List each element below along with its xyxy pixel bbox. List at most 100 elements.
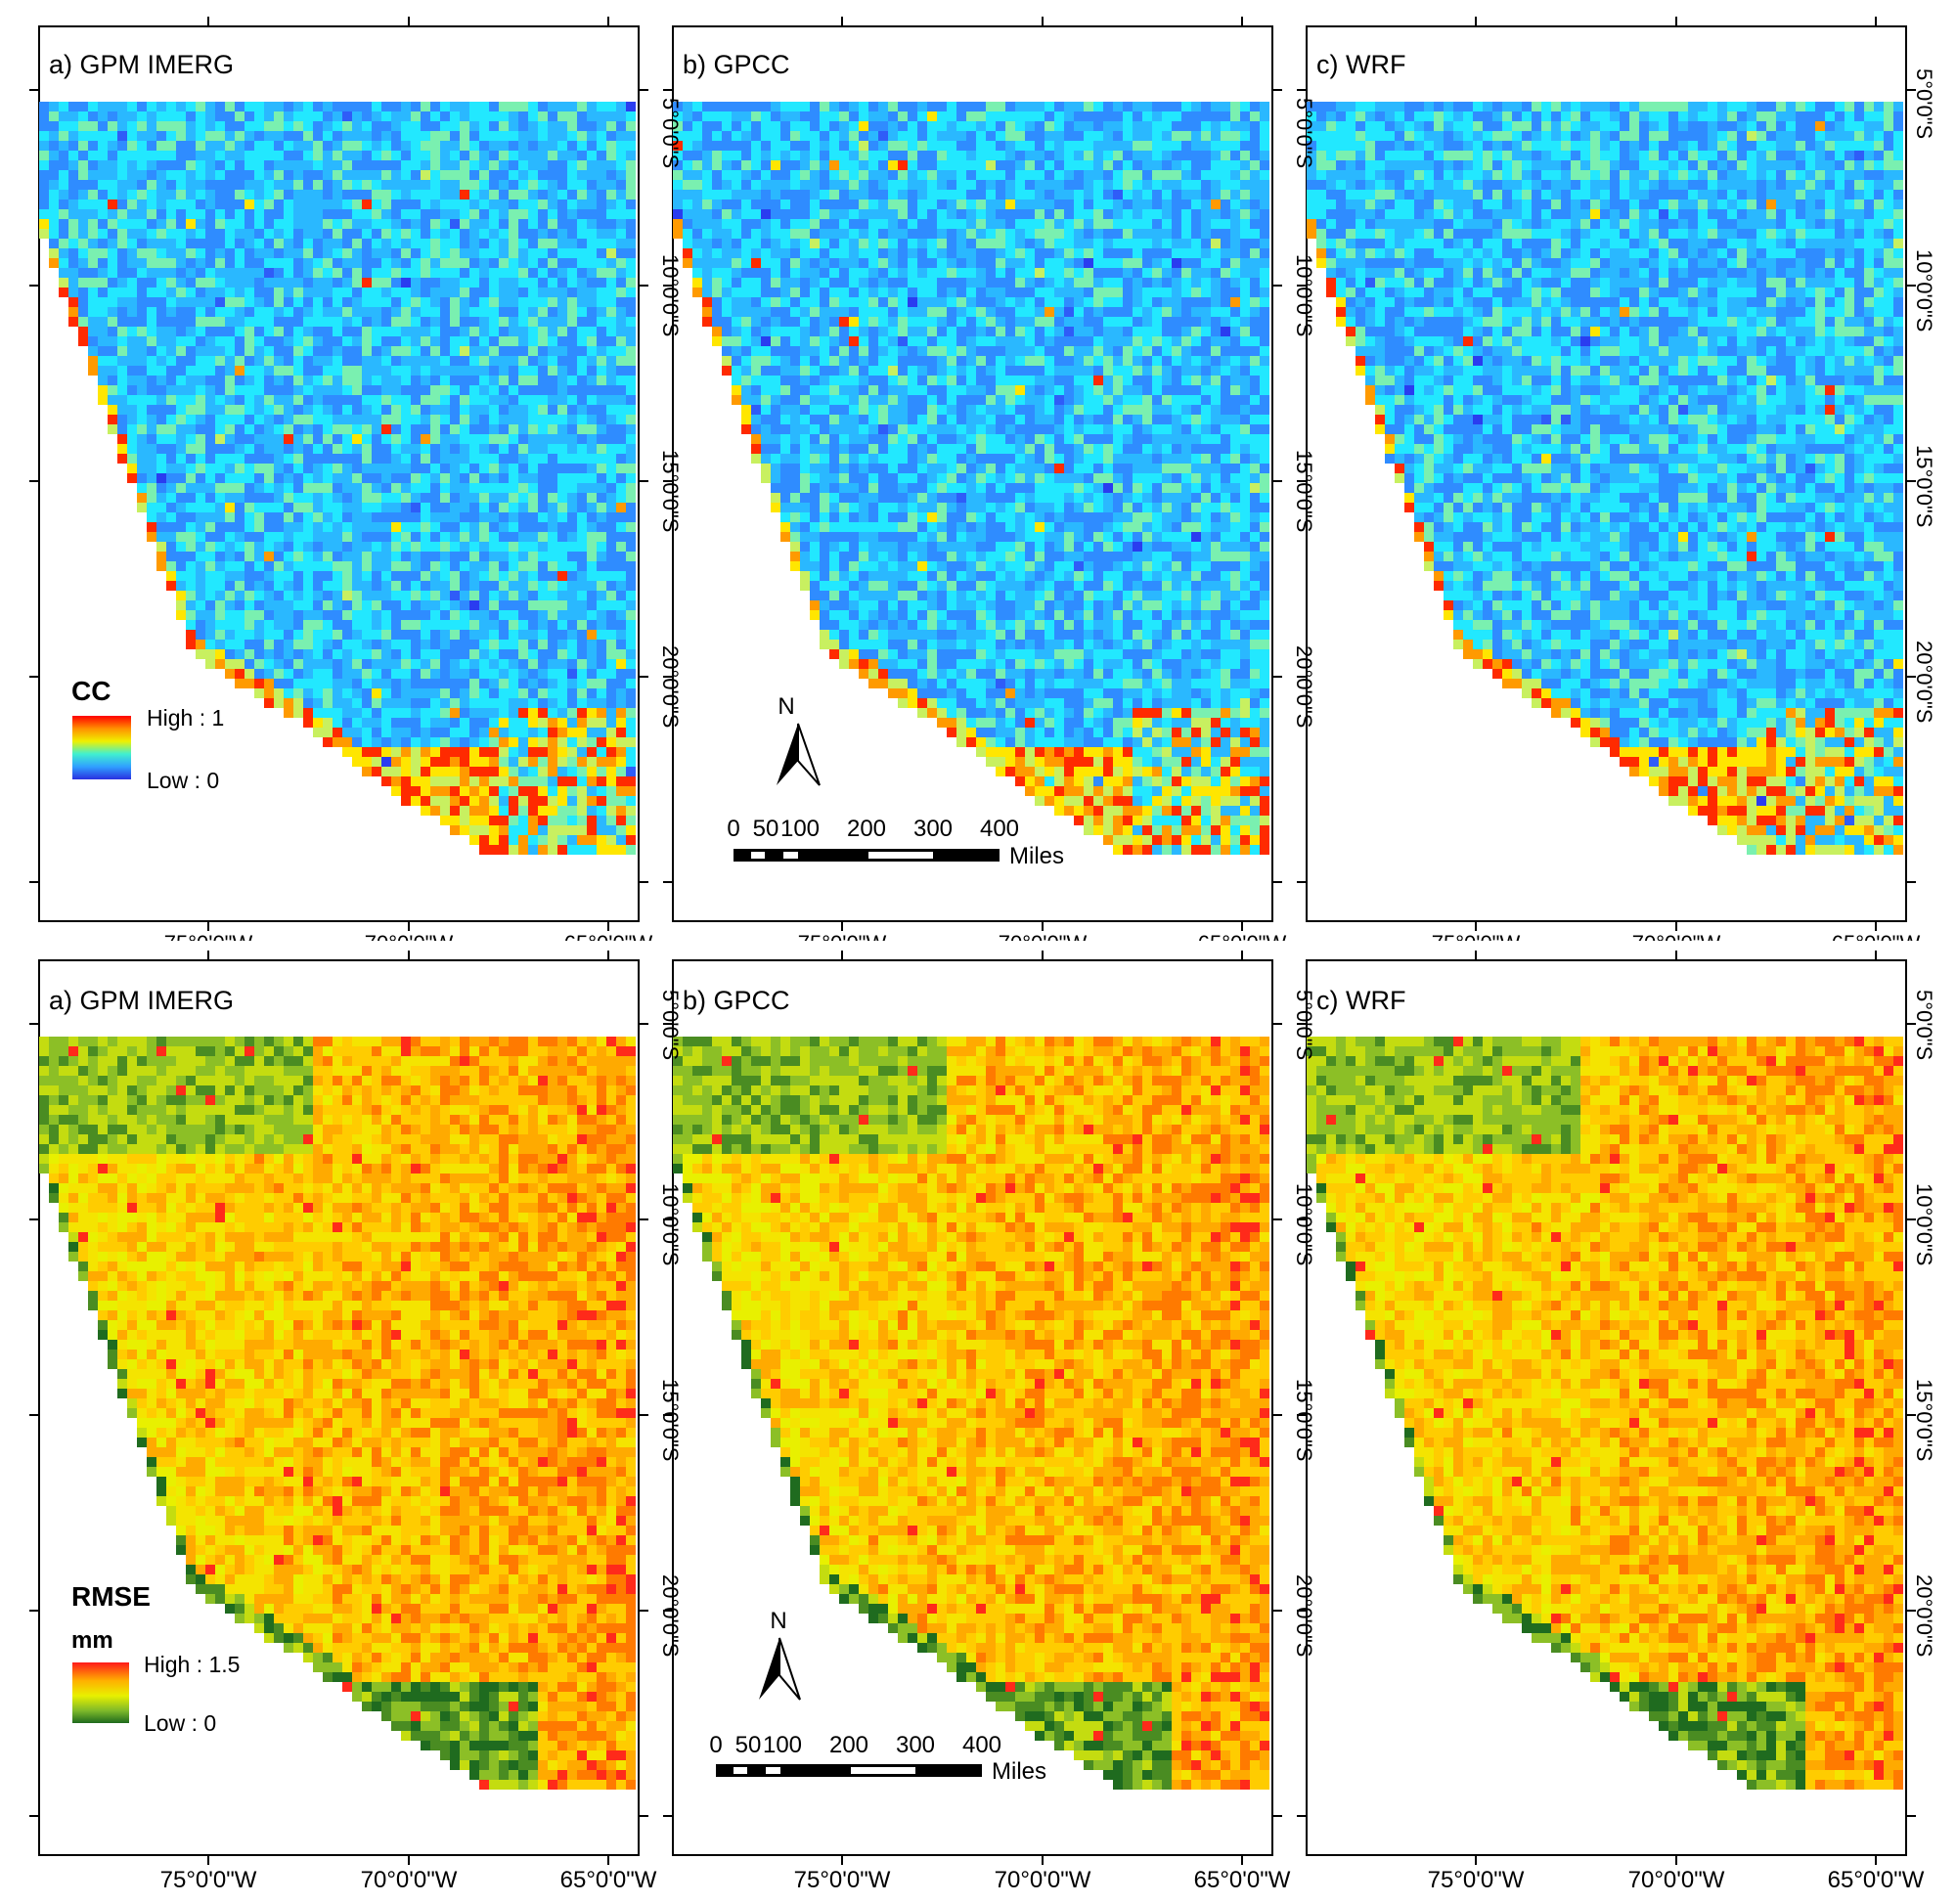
grid-cell bbox=[284, 102, 293, 111]
grid-cell bbox=[205, 131, 215, 141]
grid-cell bbox=[878, 121, 888, 131]
grid-cell bbox=[244, 121, 254, 131]
grid-cell bbox=[937, 102, 947, 111]
grid-cell bbox=[254, 317, 264, 327]
grid-cell bbox=[1250, 239, 1260, 248]
grid-cell bbox=[274, 493, 284, 503]
grid-cell bbox=[606, 728, 616, 737]
grid-cell bbox=[235, 111, 244, 121]
grid-cell bbox=[196, 561, 205, 571]
grid-cell bbox=[147, 170, 156, 180]
grid-cell bbox=[548, 131, 557, 141]
grid-cell bbox=[430, 659, 440, 669]
panel-cc-gpcc: b) GPCC bbox=[672, 25, 1273, 922]
grid-cell bbox=[528, 767, 538, 776]
grid-cell bbox=[469, 317, 479, 327]
grid-cell bbox=[254, 493, 264, 503]
grid-cell bbox=[323, 102, 333, 111]
grid-cell bbox=[196, 180, 205, 190]
grid-cell bbox=[196, 415, 205, 424]
grid-cell bbox=[421, 532, 430, 542]
grid-cell bbox=[868, 268, 878, 278]
grid-cell bbox=[1103, 278, 1113, 288]
grid-cell bbox=[722, 151, 732, 160]
grid-cell bbox=[469, 512, 479, 522]
grid-cell bbox=[518, 825, 528, 835]
grid-cell bbox=[790, 160, 800, 170]
grid-cell bbox=[411, 561, 421, 571]
grid-cell bbox=[381, 160, 391, 170]
grid-cell bbox=[810, 170, 820, 180]
grid-cell bbox=[1025, 268, 1035, 278]
grid-cell bbox=[362, 503, 372, 512]
grid-cell bbox=[401, 659, 411, 669]
grid-cell bbox=[469, 473, 479, 483]
grid-cell bbox=[440, 816, 450, 825]
grid-cell bbox=[430, 209, 440, 219]
grid-cell bbox=[156, 512, 166, 522]
grid-cell bbox=[469, 610, 479, 620]
grid-cell bbox=[323, 405, 333, 415]
grid-cell bbox=[401, 278, 411, 288]
grid-cell bbox=[235, 170, 244, 180]
grid-cell bbox=[391, 405, 401, 415]
grid-cell bbox=[528, 552, 538, 561]
grid-cell bbox=[1064, 297, 1074, 307]
grid-cell bbox=[1201, 209, 1211, 219]
grid-cell bbox=[176, 356, 186, 366]
grid-cell bbox=[430, 278, 440, 288]
grid-cell bbox=[333, 346, 342, 356]
grid-cell bbox=[1230, 297, 1240, 307]
grid-cell bbox=[313, 698, 323, 708]
grid-cell bbox=[469, 288, 479, 297]
grid-cell bbox=[509, 346, 518, 356]
grid-cell bbox=[411, 512, 421, 522]
grid-cell bbox=[741, 297, 751, 307]
grid-cell bbox=[264, 336, 274, 346]
grid-cell bbox=[829, 258, 839, 268]
grid-cell bbox=[986, 102, 996, 111]
grid-cell bbox=[1240, 219, 1250, 229]
grid-cell bbox=[313, 708, 323, 718]
grid-cell bbox=[303, 679, 313, 688]
grid-cell bbox=[577, 649, 587, 659]
grid-cell bbox=[401, 248, 411, 258]
grid-cell bbox=[235, 415, 244, 424]
grid-cell bbox=[274, 268, 284, 278]
grid-cell bbox=[166, 493, 176, 503]
grid-cell bbox=[215, 532, 225, 542]
grid-cell bbox=[606, 649, 616, 659]
grid-cell bbox=[381, 424, 391, 434]
grid-cell bbox=[254, 415, 264, 424]
grid-cell bbox=[333, 640, 342, 649]
grid-cell bbox=[391, 209, 401, 219]
grid-cell bbox=[440, 297, 450, 307]
grid-cell bbox=[509, 561, 518, 571]
grid-cell bbox=[274, 111, 284, 121]
grid-cell bbox=[509, 659, 518, 669]
grid-cell bbox=[274, 434, 284, 444]
grid-cell bbox=[1133, 199, 1142, 209]
grid-cell bbox=[401, 473, 411, 483]
grid-cell bbox=[1045, 248, 1054, 258]
grid-cell bbox=[548, 581, 557, 591]
grid-cell bbox=[1103, 248, 1113, 258]
grid-cell bbox=[1142, 190, 1152, 199]
grid-cell bbox=[430, 385, 440, 395]
grid-cell bbox=[741, 121, 751, 131]
grid-cell bbox=[235, 199, 244, 209]
grid-cell bbox=[597, 728, 606, 737]
grid-cell bbox=[469, 327, 479, 336]
grid-cell bbox=[1064, 268, 1074, 278]
grid-cell bbox=[127, 473, 137, 483]
grid-cell bbox=[156, 121, 166, 131]
grid-cell bbox=[362, 522, 372, 532]
grid-cell bbox=[597, 688, 606, 698]
grid-cell bbox=[196, 170, 205, 180]
grid-cell bbox=[567, 288, 577, 297]
grid-cell bbox=[440, 630, 450, 640]
grid-cell bbox=[829, 131, 839, 141]
grid-cell bbox=[489, 503, 499, 512]
grid-cell bbox=[205, 268, 215, 278]
grid-cell bbox=[548, 141, 557, 151]
